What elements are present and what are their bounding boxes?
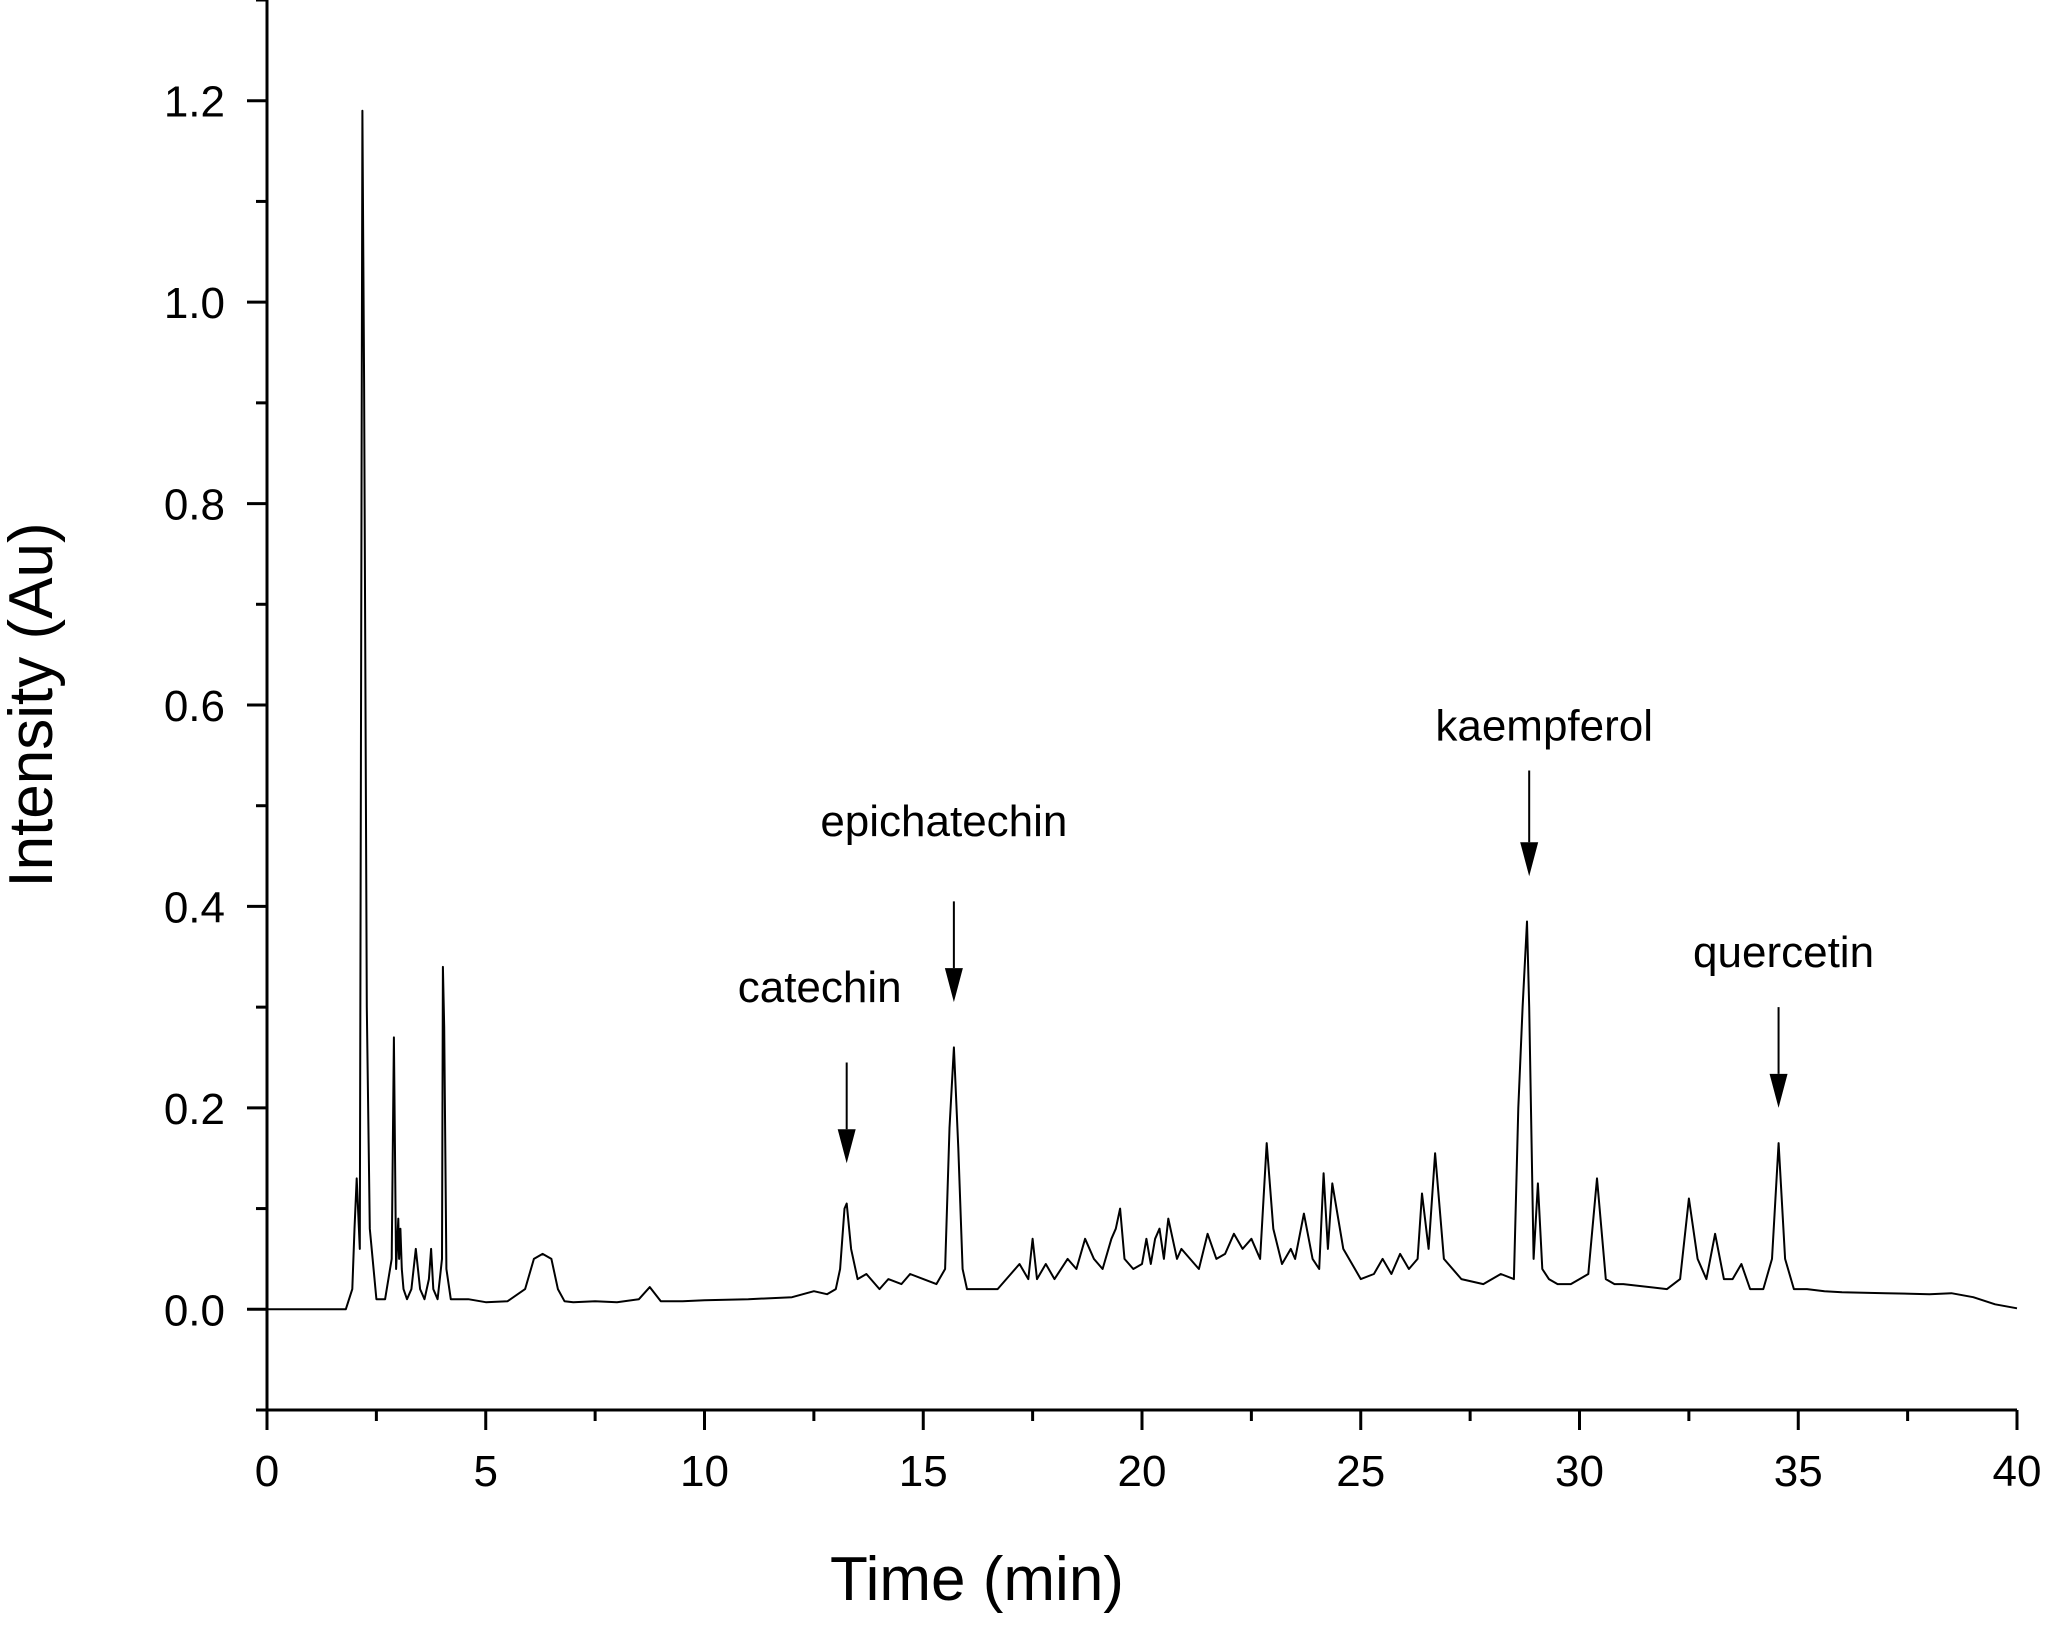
x-tick-label: 40 [1993, 1447, 2042, 1496]
y-tick-label: 0.2 [164, 1085, 225, 1134]
ticks: 0 5 10 15 20 25 30 35 40 0.0 0.2 0.4 0.6 0.8 1.0 1.2 [164, 0, 2042, 1496]
x-tick-label: 15 [899, 1447, 948, 1496]
x-tick-label: 30 [1555, 1447, 1604, 1496]
x-tick-label: 20 [1118, 1447, 1167, 1496]
axes [265, 0, 2017, 1412]
peak-label-catechin: catechin [738, 963, 902, 1012]
plot-area [267, 109, 2018, 1311]
peak-arrow-head [1769, 1073, 1788, 1108]
y-tick-label: 0.6 [164, 682, 225, 731]
x-tick-label: 35 [1774, 1447, 1823, 1496]
series-line-0 [267, 109, 2018, 1311]
peak-label-epichatechin: epichatechin [820, 797, 1067, 846]
peak-label-quercetin: quercetin [1693, 928, 1874, 977]
x-tick-label: 5 [474, 1447, 498, 1496]
y-tick-label: 1.2 [164, 78, 225, 127]
x-tick-label: 25 [1336, 1447, 1385, 1496]
y-tick-label: 0.4 [164, 883, 225, 932]
x-tick-label: 10 [680, 1447, 729, 1496]
annotations: catechin epichatechin kaempferol quercetin [738, 701, 1874, 1164]
x-axis-title: Time (min) [830, 1545, 1124, 1614]
y-tick-label: 1.0 [164, 279, 225, 328]
peak-label-kaempferol: kaempferol [1435, 701, 1653, 750]
y-axis-title: Intensity (Au) [0, 522, 66, 887]
peak-arrow-head [837, 1129, 856, 1164]
peak-arrow-head [944, 968, 963, 1003]
y-tick-label: 0.8 [164, 481, 225, 530]
y-tick-label: 0.0 [164, 1286, 225, 1335]
x-tick-label: 0 [255, 1447, 279, 1496]
peak-arrow-head [1520, 842, 1539, 877]
